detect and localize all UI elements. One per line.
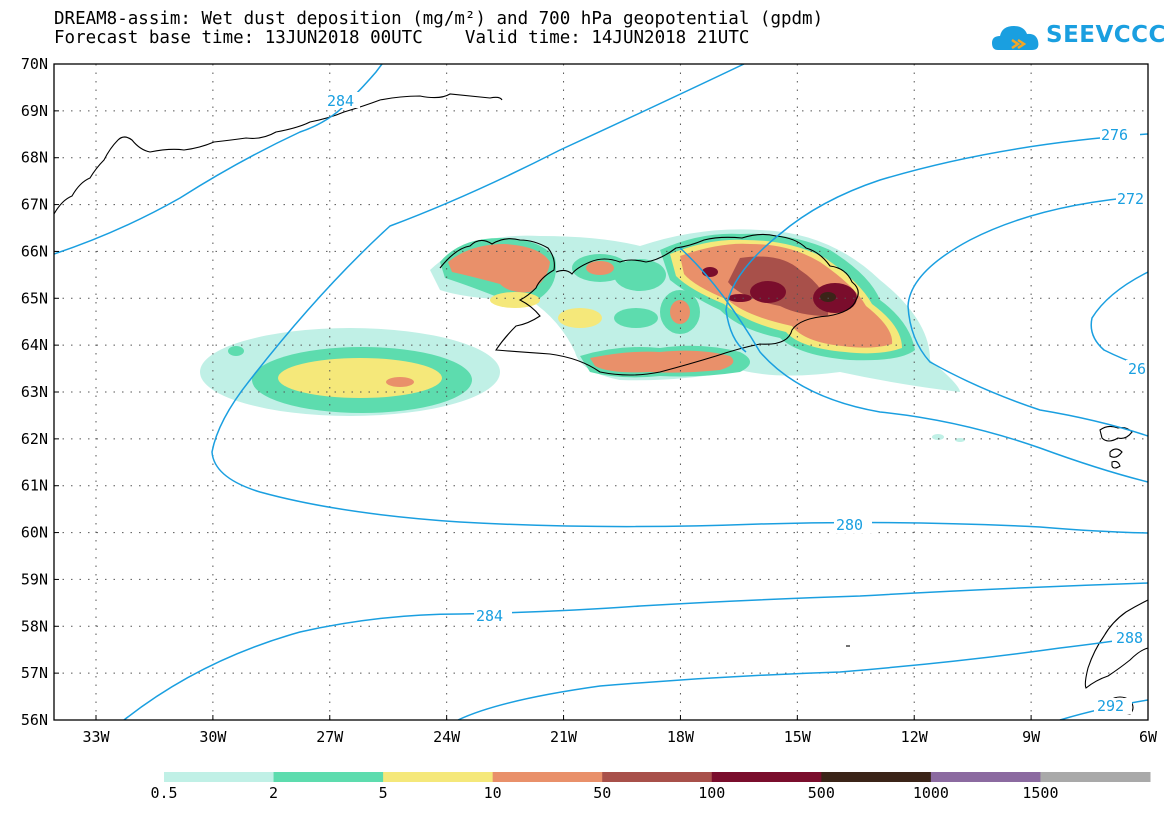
contour-label: 284 xyxy=(327,92,354,110)
lat-tick-label: 63N xyxy=(21,383,48,401)
lat-tick-label: 66N xyxy=(21,242,48,260)
lat-tick-label: 68N xyxy=(21,149,48,167)
lon-tick-label: 12W xyxy=(901,728,929,746)
lon-tick-label: 9W xyxy=(1022,728,1041,746)
lat-tick-label: 69N xyxy=(21,102,48,120)
lon-tick-label: 21W xyxy=(550,728,578,746)
valid-time: Valid time: 14JUN2018 21UTC xyxy=(464,28,750,48)
contour-26x xyxy=(1090,271,1148,369)
contour-label: 276 xyxy=(1101,126,1128,144)
contour-labels: 284 276 272 26 280 284 288 292 xyxy=(324,92,1148,715)
lat-tick-label: 64N xyxy=(21,336,48,354)
contour-272 xyxy=(907,195,1148,437)
colorbar-segment xyxy=(273,772,384,782)
contour-label: 284 xyxy=(476,607,503,625)
lon-tick-label: 24W xyxy=(433,728,461,746)
logo-text: SEEVCCC xyxy=(1046,22,1166,48)
lon-tick-label: 6W xyxy=(1139,728,1158,746)
lon-tick-label: 30W xyxy=(199,728,227,746)
colorbar-label: 1500 xyxy=(1022,784,1059,802)
colorbar-label: 10 xyxy=(483,784,502,802)
colorbar xyxy=(164,772,1151,782)
contour-284-south xyxy=(123,582,1148,720)
lat-tick-label: 59N xyxy=(21,570,48,588)
colorbar-segment xyxy=(1040,772,1151,782)
colorbar-segment xyxy=(383,772,494,782)
cloud-icon xyxy=(992,26,1039,50)
lon-tick-label: 18W xyxy=(667,728,695,746)
colorbar-label: 2 xyxy=(269,784,279,802)
colorbar-segment xyxy=(492,772,603,782)
coastlines xyxy=(54,93,1148,715)
contour-280 xyxy=(211,64,1148,534)
colorbar-segment xyxy=(821,772,932,782)
forecast-base-time: Forecast base time: 13JUN2018 00UTC xyxy=(54,28,423,48)
latitude-axis: 70N 69N 68N 67N 66N 65N 64N 63N 62N 61N 60N 59N 58N 5… xyxy=(21,55,59,729)
contour-label: 272 xyxy=(1117,190,1144,208)
lon-tick-label: 33W xyxy=(82,728,110,746)
lon-tick-label: 15W xyxy=(784,728,812,746)
colorbar-label: 50 xyxy=(593,784,612,802)
longitude-axis: 33W 30W 27W 24W 21W 18W 15W 12W 9W 6W xyxy=(82,715,1158,746)
contour-label: 26 xyxy=(1128,360,1146,378)
colorbar-label: 5 xyxy=(378,784,388,802)
contour-288 xyxy=(457,635,1148,720)
lat-tick-label: 70N xyxy=(21,55,48,73)
contour-label: 292 xyxy=(1097,697,1124,715)
colorbar-segment xyxy=(711,772,822,782)
lat-tick-label: 60N xyxy=(21,524,48,542)
lat-tick-label: 57N xyxy=(21,664,48,682)
colorbar-label: 1000 xyxy=(912,784,949,802)
colorbar-label: 100 xyxy=(698,784,726,802)
contour-276-loop xyxy=(679,247,1148,483)
colorbar-segment xyxy=(602,772,713,782)
map-subtitle: Forecast base time: 13JUN2018 00UTC Vali… xyxy=(54,28,749,48)
colorbar-label: 0.5 xyxy=(150,784,178,802)
map-title: DREAM8-assim: Wet dust deposition (mg/m²… xyxy=(54,9,824,29)
lon-tick-label: 27W xyxy=(316,728,344,746)
dust-deposition-field xyxy=(200,229,965,442)
colorbar-segment xyxy=(930,772,1041,782)
lat-tick-label: 67N xyxy=(21,196,48,214)
contour-label: 280 xyxy=(836,516,863,534)
colorbar-label: 500 xyxy=(807,784,835,802)
lat-tick-label: 62N xyxy=(21,430,48,448)
colorbar-segment xyxy=(164,772,275,782)
lat-tick-label: 61N xyxy=(21,477,48,495)
lat-tick-label: 65N xyxy=(21,289,48,307)
contour-276 xyxy=(725,133,1148,353)
lat-tick-label: 56N xyxy=(21,711,48,729)
contour-label: 288 xyxy=(1116,629,1143,647)
lat-tick-label: 58N xyxy=(21,617,48,635)
